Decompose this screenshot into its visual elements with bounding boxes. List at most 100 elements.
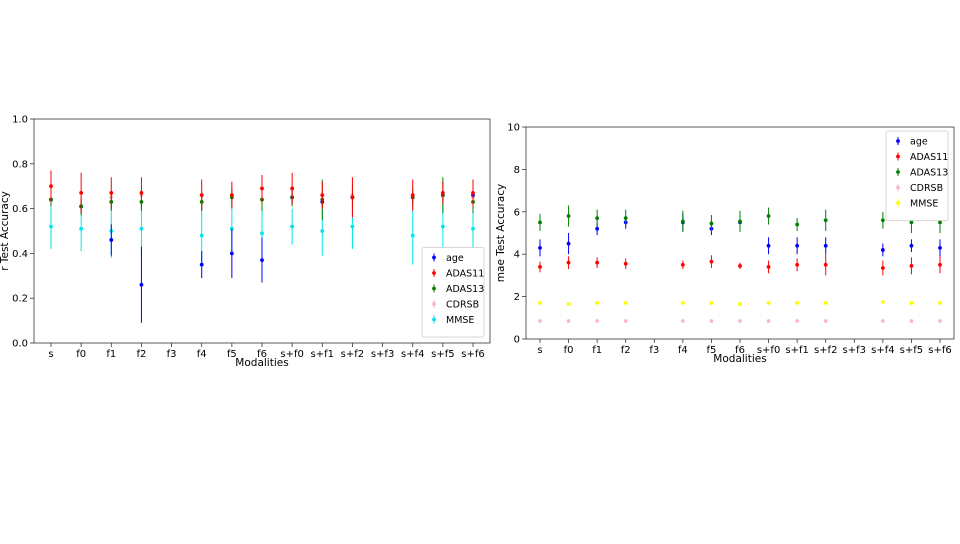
- x-tick-label: f5: [706, 345, 716, 356]
- data-point: [139, 191, 144, 195]
- x-tick-label: s+f3: [843, 345, 866, 356]
- data-point: [909, 301, 914, 305]
- y-tick-label: 0.8: [12, 159, 28, 170]
- y-axis-ticks-left: 0.0 0.2 0.4 0.6 0.8 1.0: [12, 115, 34, 350]
- data-point: [595, 319, 600, 323]
- legend-marker: [432, 302, 436, 306]
- data-point: [595, 216, 600, 221]
- x-tick-label: f2: [136, 349, 146, 360]
- legend-marker: [896, 170, 900, 174]
- data-point: [823, 218, 828, 223]
- legend-marker: [432, 286, 436, 291]
- data-point: [350, 195, 355, 200]
- data-point: [938, 319, 942, 323]
- data-point: [109, 191, 114, 195]
- data-point: [680, 301, 685, 305]
- data-point: [738, 263, 742, 268]
- x-tick-label: s+f6: [928, 345, 951, 356]
- data-point: [440, 224, 445, 229]
- data-point: [79, 226, 84, 231]
- series-adas11: [538, 254, 942, 276]
- data-point: [795, 319, 800, 323]
- data-point: [623, 261, 628, 266]
- data-point: [766, 319, 771, 323]
- legend-label: age: [910, 137, 928, 148]
- x-tick-label: f0: [564, 345, 574, 356]
- x-tick-label: s+f2: [341, 349, 364, 360]
- x-tick-label: s: [48, 349, 53, 360]
- x-axis-label-left: Modalities: [235, 357, 288, 369]
- data-point: [823, 319, 828, 323]
- data-point: [880, 248, 885, 252]
- x-tick-label: f3: [167, 349, 177, 360]
- data-point: [938, 245, 942, 250]
- legend-label: MMSE: [910, 199, 938, 210]
- y-tick-label: 0.0: [12, 339, 28, 350]
- y-tick-label: 10: [507, 123, 520, 134]
- data-point: [880, 319, 885, 323]
- y-tick-label: 6: [514, 207, 520, 218]
- y-tick-label: 0: [514, 335, 520, 346]
- data-point: [440, 191, 445, 195]
- x-tick-label: f0: [76, 349, 86, 360]
- x-tick-label: s+f1: [311, 349, 334, 360]
- data-point: [471, 226, 475, 231]
- x-tick-label: f4: [197, 349, 207, 360]
- data-point: [623, 301, 628, 305]
- data-point: [109, 238, 114, 242]
- data-point: [823, 262, 828, 267]
- data-point: [709, 221, 714, 226]
- x-tick-label: s+f0: [757, 345, 780, 356]
- series-cdrsb: [538, 319, 942, 323]
- data-point: [538, 301, 542, 305]
- x-tick-label: s+f1: [785, 345, 808, 356]
- x-tick-label: f6: [257, 349, 267, 360]
- x-tick-label: s+f5: [900, 345, 923, 356]
- data-point: [766, 214, 771, 218]
- x-tick-label: f1: [106, 349, 116, 360]
- data-point: [79, 191, 84, 195]
- legend-label: age: [446, 253, 464, 264]
- data-point: [139, 282, 144, 287]
- y-tick-label: 4: [514, 250, 520, 261]
- legend-marker: [432, 271, 436, 275]
- x-tick-label: s: [537, 345, 542, 356]
- x-tick-label: s+f5: [431, 349, 454, 360]
- x-axis-label-right: Modalities: [713, 353, 766, 365]
- data-point: [595, 260, 600, 265]
- legend-right: age ADAS11 ADAS13 CDRSB MMSE: [885, 130, 949, 221]
- data-point: [229, 251, 234, 256]
- data-point: [139, 226, 144, 231]
- data-point: [738, 319, 742, 323]
- data-point: [595, 301, 600, 305]
- data-point: [709, 301, 714, 305]
- data-point: [680, 219, 685, 224]
- x-tick-label: s+f0: [280, 349, 303, 360]
- data-point: [410, 193, 415, 198]
- data-point: [938, 262, 942, 267]
- data-point: [795, 262, 800, 267]
- data-point: [909, 319, 914, 323]
- x-tick-label: f4: [678, 345, 688, 356]
- legend-marker: [896, 185, 900, 190]
- x-tick-label: s+f6: [461, 349, 484, 360]
- legend-box: [421, 247, 485, 338]
- data-point: [290, 186, 295, 191]
- data-point: [909, 243, 914, 248]
- data-point: [199, 193, 204, 198]
- x-tick-label: s+f4: [401, 349, 424, 360]
- data-point: [566, 260, 571, 265]
- series-marks-left: [49, 170, 475, 323]
- legend-marker: [896, 201, 900, 205]
- data-point: [709, 319, 714, 323]
- legend-label: ADAS11: [910, 152, 948, 163]
- data-point: [823, 243, 828, 248]
- data-point: [566, 214, 571, 218]
- x-tick-label: f1: [592, 345, 602, 356]
- x-axis-ticks-right: s f0 f1 f2 f3 f4 f5 f6 s+f0 s+f1 s+f2 s+f3 s+f4 s+f5 s…: [537, 339, 952, 356]
- y-tick-label: 0.2: [12, 294, 28, 305]
- legend-box: [885, 130, 949, 221]
- data-point: [260, 231, 264, 236]
